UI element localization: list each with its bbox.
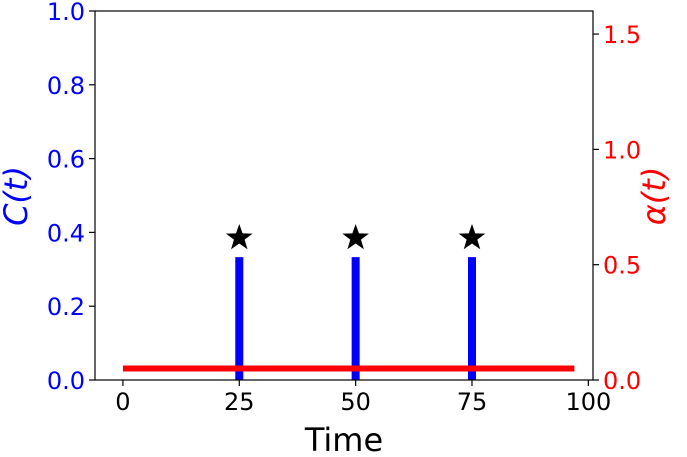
x-tick-label: 75 [457,388,488,416]
chart-marks [122,223,575,380]
y-right-tick-label: 1.5 [603,21,641,49]
y-left-tick-label: 1.0 [47,0,85,26]
x-axis-label: Time [304,421,383,457]
star-marker-1 [225,223,253,250]
bar-3 [467,257,476,380]
star-marker-3 [458,223,486,250]
x-tick-label: 50 [340,388,371,416]
y-left-tick-label: 0.2 [47,293,85,321]
y-axis-left-label: C(t) [0,166,35,226]
y-right-tick-label: 1.0 [603,136,641,164]
y-right-tick-label: 0.0 [603,367,641,395]
bar-1 [235,257,244,380]
y-axis-right-label: α(t) [635,167,673,226]
star-marker-2 [342,223,369,250]
y-left-tick-label: 0.4 [47,219,85,247]
x-tick-label: 0 [115,388,130,416]
y-left-tick-label: 0.6 [47,146,85,174]
x-tick-label: 100 [565,388,611,416]
y-left-tick-label: 0.8 [47,72,85,100]
y-right-tick-label: 0.5 [603,252,641,280]
x-tick-label: 25 [224,388,255,416]
bar-2 [351,257,360,380]
plot-frame [94,10,594,381]
y-left-tick-label: 0.0 [47,367,85,395]
